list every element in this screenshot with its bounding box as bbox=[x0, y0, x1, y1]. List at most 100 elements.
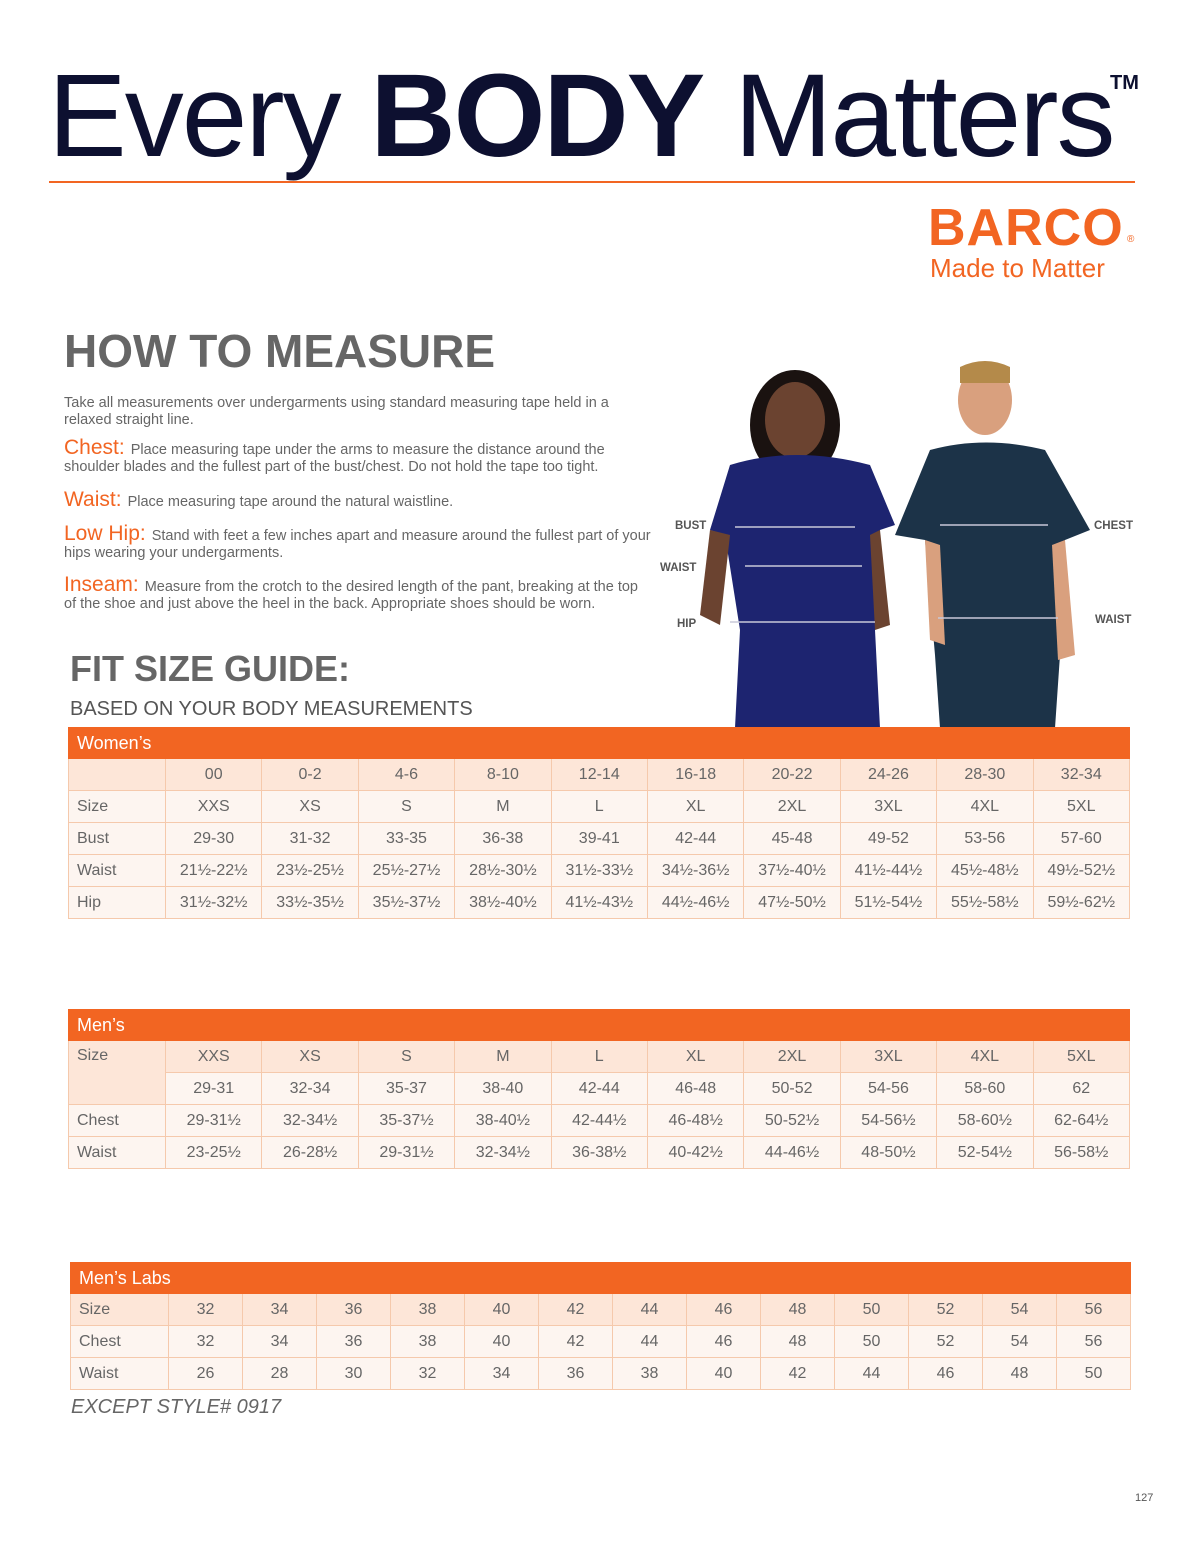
table-cell: 29-30 bbox=[164, 822, 263, 855]
table-cell bbox=[68, 758, 166, 791]
table-cell: 28 bbox=[242, 1357, 317, 1390]
table-cell: Size bbox=[68, 790, 166, 823]
trademark: TM bbox=[1110, 72, 1139, 94]
table-cell: 30 bbox=[316, 1357, 391, 1390]
table-row: Chest 29-31½ 32-34½ 35-37½ 38-40½ 42-44½ 46-48… bbox=[68, 1104, 1131, 1137]
table-cell: 62-64½ bbox=[1032, 1104, 1131, 1137]
table-cell: 49½-52½ bbox=[1032, 854, 1131, 887]
table-cell: 44-46½ bbox=[743, 1136, 841, 1169]
table-cell: 4XL bbox=[936, 790, 1034, 823]
table-cell: 40 bbox=[464, 1293, 539, 1326]
table-cell: 42 bbox=[538, 1293, 613, 1326]
table-cell: 56-58½ bbox=[1032, 1136, 1131, 1169]
table-cell: 36 bbox=[316, 1293, 391, 1326]
headline-body: BODY bbox=[370, 50, 705, 182]
table-cell: 53-56 bbox=[936, 822, 1034, 855]
table-cell: 38 bbox=[612, 1357, 687, 1390]
headline-every: Every bbox=[48, 50, 371, 182]
table-cell: 62 bbox=[1032, 1072, 1131, 1105]
table-cell: 34 bbox=[242, 1293, 317, 1326]
table-cell: 12-14 bbox=[550, 758, 648, 791]
table-cell: 23-25½ bbox=[164, 1136, 263, 1169]
how-to-measure-title: HOW TO MEASURE bbox=[64, 325, 496, 377]
table-cell: 51½-54½ bbox=[839, 886, 938, 919]
table-cell: 46 bbox=[686, 1293, 761, 1326]
table-cell: 48 bbox=[982, 1357, 1057, 1390]
table-row: Size 32 34 36 38 40 42 44 46 48 50 52 54 56 bbox=[70, 1293, 1131, 1326]
table-cell: 5XL bbox=[1032, 1040, 1131, 1073]
women-waist-label: WAIST bbox=[660, 562, 697, 574]
table-cell: 41½-43½ bbox=[550, 886, 648, 919]
table-cell: 4-6 bbox=[357, 758, 456, 791]
table-cell: XL bbox=[646, 790, 745, 823]
table-cell: Size bbox=[68, 1040, 166, 1105]
table-cell: XS bbox=[261, 790, 359, 823]
table-cell: 44 bbox=[612, 1325, 687, 1358]
except-style-note: EXCEPT STYLE# 0917 bbox=[71, 1396, 282, 1418]
table-cell: 24-26 bbox=[839, 758, 938, 791]
men-waist-label: WAIST bbox=[1095, 614, 1132, 626]
bust-label: BUST bbox=[675, 520, 707, 532]
chest-label: CHEST bbox=[1094, 520, 1133, 532]
waist-key: Waist: bbox=[64, 488, 122, 511]
table-cell: 37½-40½ bbox=[743, 854, 841, 887]
table-cell: 32 bbox=[390, 1357, 465, 1390]
page-number: 127 bbox=[1135, 1492, 1154, 1504]
table-cell: 34 bbox=[464, 1357, 539, 1390]
mens-labs-table-title: Men’s Labs bbox=[70, 1262, 1131, 1294]
table-cell: 42 bbox=[538, 1325, 613, 1358]
table-cell: 28½-30½ bbox=[454, 854, 552, 887]
table-row: Waist 23-25½ 26-28½ 29-31½ 32-34½ 36-38½ 40-42… bbox=[68, 1136, 1131, 1169]
fit-size-guide-title: FIT SIZE GUIDE: bbox=[70, 648, 351, 689]
table-cell: 32-34½ bbox=[454, 1136, 552, 1169]
table-cell: 46 bbox=[686, 1325, 761, 1358]
table-row: Size XXS XS S M L XL 2XL 3XL 4XL 5XL bbox=[68, 790, 1131, 823]
table-cell: Chest bbox=[70, 1325, 169, 1358]
table-cell: S bbox=[357, 790, 456, 823]
table-cell: 36-38½ bbox=[550, 1136, 648, 1169]
table-cell: 59½-62½ bbox=[1032, 886, 1131, 919]
mens-table-title: Men’s bbox=[68, 1009, 1130, 1041]
headline-matters: Matters bbox=[703, 50, 1115, 182]
table-cell: 26-28½ bbox=[261, 1136, 359, 1169]
table-cell: M bbox=[454, 1040, 552, 1073]
table-cell: 56 bbox=[1056, 1293, 1131, 1326]
table-cell: 48 bbox=[760, 1293, 835, 1326]
table-cell: 36 bbox=[538, 1357, 613, 1390]
table-cell: 40 bbox=[686, 1357, 761, 1390]
table-cell: 54-56½ bbox=[839, 1104, 938, 1137]
table-cell: 40-42½ bbox=[646, 1136, 745, 1169]
table-cell: 52 bbox=[908, 1293, 983, 1326]
table-cell: 25½-27½ bbox=[357, 854, 456, 887]
table-cell: Hip bbox=[68, 886, 166, 919]
table-cell: 00 bbox=[164, 758, 263, 791]
table-cell: 36 bbox=[316, 1325, 391, 1358]
table-cell: 33-35 bbox=[357, 822, 456, 855]
inseam-instruction: Inseam: Measure from the crotch to the de… bbox=[64, 574, 654, 613]
table-cell: 42-44 bbox=[646, 822, 745, 855]
waist-instruction: Waist: Place measuring tape around the na… bbox=[64, 488, 654, 511]
table-cell: 52-54½ bbox=[936, 1136, 1034, 1169]
table-cell: 41½-44½ bbox=[839, 854, 938, 887]
table-cell: 38 bbox=[390, 1325, 465, 1358]
table-cell: 0-2 bbox=[261, 758, 359, 791]
table-cell: M bbox=[454, 790, 552, 823]
table-cell: 34 bbox=[242, 1325, 317, 1358]
table-cell: 35-37 bbox=[357, 1072, 456, 1105]
table-cell: 2XL bbox=[743, 1040, 841, 1073]
table-cell: 48-50½ bbox=[839, 1136, 938, 1169]
table-cell: 5XL bbox=[1032, 790, 1131, 823]
table-cell: 35½-37½ bbox=[357, 886, 456, 919]
table-row: Waist 26 28 30 32 34 36 38 40 42 44 46 48 50 bbox=[70, 1357, 1131, 1390]
hip-key: Low Hip: bbox=[64, 522, 146, 545]
waist-text: Place measuring tape around the natural … bbox=[127, 494, 454, 510]
table-cell: 38-40 bbox=[454, 1072, 552, 1105]
table-cell: 3XL bbox=[839, 790, 938, 823]
table-cell: 32-34½ bbox=[261, 1104, 359, 1137]
table-cell: 50 bbox=[834, 1325, 909, 1358]
table-cell: 31½-32½ bbox=[164, 886, 263, 919]
table-cell: 45½-48½ bbox=[936, 854, 1034, 887]
table-row: Bust 29-30 31-32 33-35 36-38 39-41 42-44 45-48 4… bbox=[68, 822, 1131, 855]
table-cell: 16-18 bbox=[646, 758, 745, 791]
table-cell: 42-44½ bbox=[550, 1104, 648, 1137]
